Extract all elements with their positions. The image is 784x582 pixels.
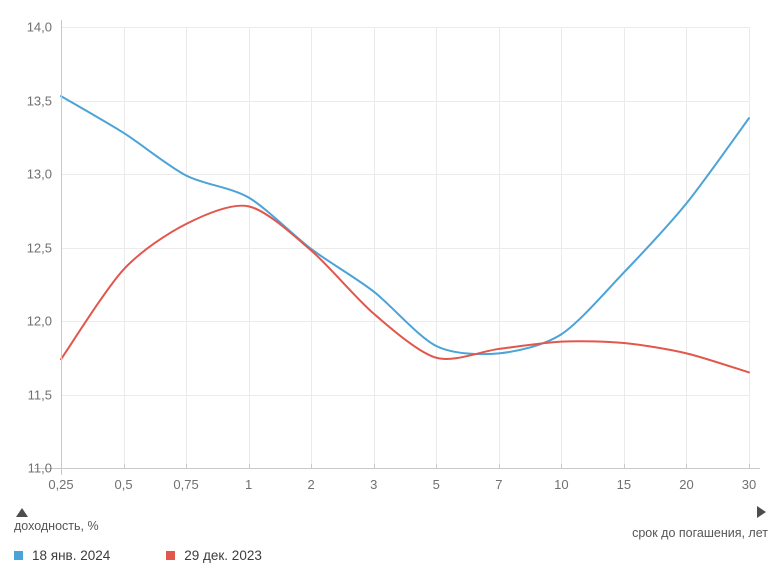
x-axis-tick	[374, 464, 375, 469]
x-axis-tick-label: 15	[616, 477, 632, 492]
x-axis-tick	[686, 464, 687, 469]
x-axis-title: срок до погашения, лет	[632, 526, 768, 540]
gridline-horizontal	[61, 27, 749, 28]
y-axis-tick-label: 13,5	[26, 93, 52, 108]
y-axis-title-group: доходность, %	[14, 508, 99, 533]
y-axis-title: доходность, %	[14, 519, 99, 533]
x-axis-tick-label: 2	[307, 477, 315, 492]
y-axis-tick-label: 13,0	[26, 166, 52, 182]
x-axis-tick	[61, 464, 62, 469]
legend-swatch-icon	[166, 551, 176, 560]
plot-background	[61, 27, 749, 468]
x-axis-tick-label: 0,75	[173, 477, 199, 492]
gridline-vertical	[561, 27, 562, 468]
x-axis-tick	[249, 464, 250, 469]
gridline-vertical	[374, 27, 375, 468]
legend-item[interactable]: 29 дек. 2023	[166, 548, 262, 563]
series-line	[60, 95, 750, 356]
arrow-right-icon	[757, 506, 766, 518]
arrow-right-icon-wrap	[632, 505, 768, 523]
x-axis-tick-label: 5	[432, 477, 440, 492]
y-axis-tick-label: 12,5	[26, 240, 52, 255]
x-axis-tick	[561, 464, 562, 469]
series-lines	[60, 95, 750, 374]
x-axis-tick-label: 20	[679, 477, 694, 492]
y-axis-tick-label: 11,5	[27, 387, 52, 402]
legend-item[interactable]: 18 янв. 2024	[14, 548, 110, 563]
gridline-vertical	[749, 27, 750, 468]
gridline-horizontal	[61, 101, 749, 102]
arrow-up-icon	[16, 508, 28, 517]
x-axis-tick-label: 10	[554, 477, 569, 492]
x-axis-tick	[624, 464, 625, 469]
gridline-vertical	[124, 27, 125, 468]
x-axis-tick	[749, 464, 750, 469]
x-axis-tick	[124, 464, 125, 469]
legend-label: 29 дек. 2023	[184, 548, 262, 563]
series-line	[60, 204, 750, 374]
x-axis-tick	[311, 464, 312, 469]
x-axis-tick	[499, 464, 500, 469]
gridline-vertical	[186, 27, 187, 468]
x-axis-tick-label: 0,25	[48, 477, 74, 492]
gridline-horizontal	[61, 174, 749, 175]
x-axis-tick-label: 7	[495, 477, 503, 492]
y-axis-tick-label: 14,0	[26, 19, 52, 35]
legend-label: 18 янв. 2024	[32, 548, 111, 563]
y-axis-tick-label: 12,0	[26, 313, 52, 329]
gridline-vertical	[436, 27, 437, 468]
gridline-horizontal	[61, 248, 749, 249]
x-axis-tick-label: 30	[741, 477, 757, 492]
x-axis-tick-label: 3	[370, 477, 378, 492]
y-axis-tick-label: 11,0	[27, 460, 52, 476]
gridline-horizontal	[61, 395, 749, 396]
gridline-vertical	[311, 27, 312, 468]
x-axis-tick-label: 0,5	[114, 477, 133, 492]
x-axis-tick-label: 1	[245, 477, 253, 492]
gridline-vertical	[624, 27, 625, 468]
plot-area	[60, 27, 750, 469]
chart-legend: 18 янв. 2024 29 дек. 2023	[14, 548, 318, 563]
gridline-vertical	[499, 27, 500, 468]
y-axis-line	[61, 20, 62, 475]
x-axis-tick	[186, 464, 187, 469]
x-axis-line	[34, 468, 760, 469]
gridline-vertical	[249, 27, 250, 468]
x-axis-tick	[436, 464, 437, 469]
gridline-vertical	[686, 27, 687, 468]
legend-swatch-icon	[14, 551, 23, 560]
x-axis-title-group: срок до погашения, лет	[632, 505, 768, 540]
